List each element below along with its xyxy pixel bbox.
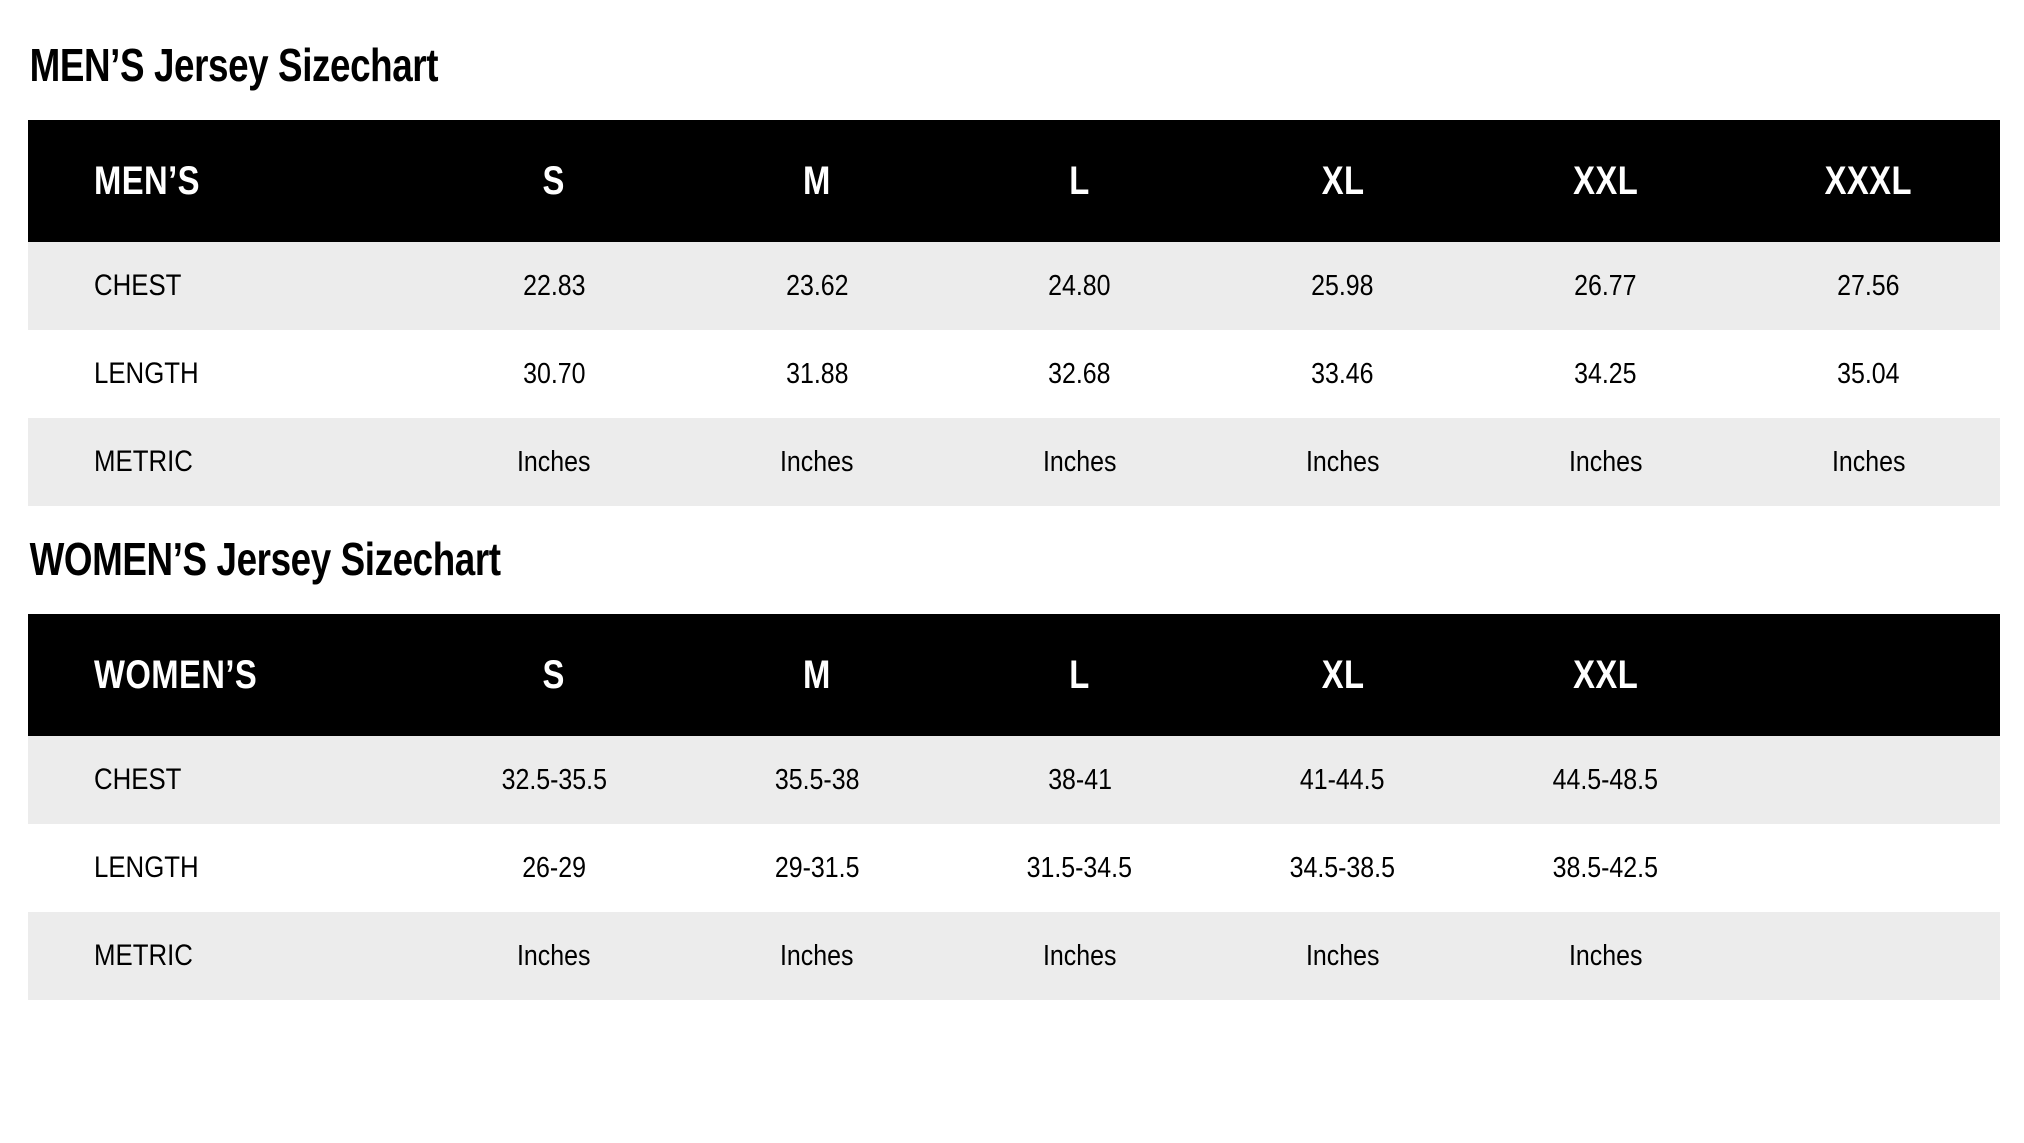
table-row: CHEST 22.83 23.62 24.80 25.98 26.77 27.5… — [28, 242, 2000, 330]
mens-sizechart-table: MEN’S S M L XL XXL XXXL CHEST 22.83 23.6… — [28, 120, 2000, 506]
womens-chest-xxl: 44.5-48.5 — [1474, 736, 1737, 824]
womens-sizechart-title: WOMEN’S Jersey Sizechart — [29, 533, 501, 585]
womens-length-empty — [1737, 824, 2000, 912]
womens-row-label-metric: METRIC — [28, 912, 423, 1000]
mens-header-size-xxl: XXL — [1474, 120, 1737, 242]
mens-header-size-l: L — [948, 120, 1212, 242]
mens-header-size-s: S — [422, 120, 686, 242]
womens-row-label-length: LENGTH — [28, 824, 423, 912]
womens-chest-s: 32.5-35.5 — [422, 736, 686, 824]
womens-header-size-m: M — [685, 614, 949, 736]
womens-length-m: 29-31.5 — [685, 824, 949, 912]
mens-chest-s: 22.83 — [422, 242, 686, 330]
womens-metric-s: Inches — [422, 912, 686, 1000]
mens-metric-s: Inches — [422, 418, 686, 506]
mens-header-size-m: M — [685, 120, 949, 242]
womens-header-size-xl: XL — [1211, 614, 1475, 736]
mens-row-label-chest: CHEST — [28, 242, 423, 330]
womens-chest-empty — [1737, 736, 2000, 824]
womens-length-xl: 34.5-38.5 — [1211, 824, 1475, 912]
mens-table-header-row: MEN’S S M L XL XXL XXXL — [28, 120, 2000, 242]
womens-length-l: 31.5-34.5 — [948, 824, 1212, 912]
mens-metric-m: Inches — [685, 418, 949, 506]
mens-metric-xxxl: Inches — [1737, 418, 2000, 506]
womens-header-size-l: L — [948, 614, 1212, 736]
mens-chest-m: 23.62 — [685, 242, 949, 330]
mens-header-size-xl: XL — [1211, 120, 1475, 242]
womens-chest-xl: 41-44.5 — [1211, 736, 1475, 824]
mens-length-xl: 33.46 — [1211, 330, 1475, 418]
mens-row-label-length: LENGTH — [28, 330, 423, 418]
mens-header-label: MEN’S — [28, 120, 423, 242]
mens-length-m: 31.88 — [685, 330, 949, 418]
table-row: LENGTH 30.70 31.88 32.68 33.46 34.25 35.… — [28, 330, 2000, 418]
mens-metric-xxl: Inches — [1474, 418, 1737, 506]
womens-metric-m: Inches — [685, 912, 949, 1000]
table-row: LENGTH 26-29 29-31.5 31.5-34.5 34.5-38.5… — [28, 824, 2000, 912]
table-row: METRIC Inches Inches Inches Inches Inche… — [28, 912, 2000, 1000]
womens-header-label: WOMEN’S — [28, 614, 423, 736]
womens-length-s: 26-29 — [422, 824, 686, 912]
womens-table-header-row: WOMEN’S S M L XL XXL — [28, 614, 2000, 736]
womens-header-size-empty — [1737, 614, 2000, 736]
table-row: METRIC Inches Inches Inches Inches Inche… — [28, 418, 2000, 506]
mens-metric-l: Inches — [948, 418, 1212, 506]
womens-chest-l: 38-41 — [948, 736, 1212, 824]
womens-metric-l: Inches — [948, 912, 1212, 1000]
womens-length-xxl: 38.5-42.5 — [1474, 824, 1737, 912]
womens-metric-xl: Inches — [1211, 912, 1475, 1000]
mens-length-xxl: 34.25 — [1474, 330, 1737, 418]
womens-metric-xxl: Inches — [1474, 912, 1737, 1000]
mens-metric-xl: Inches — [1211, 418, 1475, 506]
mens-length-s: 30.70 — [422, 330, 686, 418]
mens-sizechart-title: MEN’S Jersey Sizechart — [29, 39, 439, 91]
table-row: CHEST 32.5-35.5 35.5-38 38-41 41-44.5 44… — [28, 736, 2000, 824]
mens-row-label-metric: METRIC — [28, 418, 423, 506]
womens-header-size-s: S — [422, 614, 686, 736]
womens-header-size-xxl: XXL — [1474, 614, 1737, 736]
mens-chest-xxxl: 27.56 — [1737, 242, 2000, 330]
mens-length-xxxl: 35.04 — [1737, 330, 2000, 418]
womens-chest-m: 35.5-38 — [685, 736, 949, 824]
mens-length-l: 32.68 — [948, 330, 1212, 418]
mens-header-size-xxxl: XXXL — [1737, 120, 2000, 242]
womens-metric-empty — [1737, 912, 2000, 1000]
womens-row-label-chest: CHEST — [28, 736, 423, 824]
mens-chest-l: 24.80 — [948, 242, 1212, 330]
mens-chest-xl: 25.98 — [1211, 242, 1475, 330]
womens-sizechart-table: WOMEN’S S M L XL XXL CHEST 32.5-35.5 35.… — [28, 614, 2000, 1000]
mens-chest-xxl: 26.77 — [1474, 242, 1737, 330]
